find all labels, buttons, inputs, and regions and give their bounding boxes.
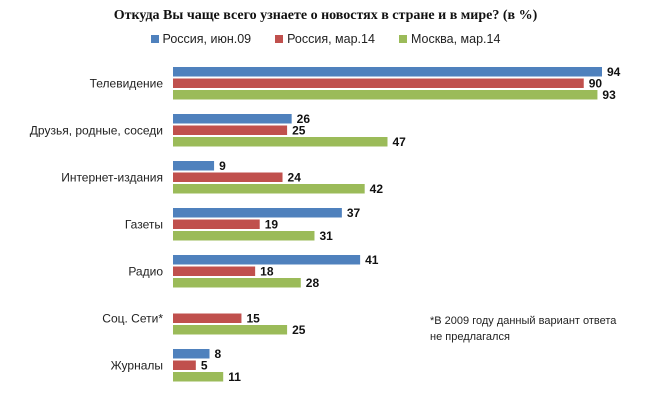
data-label: 18	[260, 265, 274, 279]
data-label: 93	[602, 88, 616, 102]
bar	[173, 114, 292, 124]
bar	[173, 372, 224, 382]
data-label: 47	[393, 135, 407, 149]
legend-item: Москва, мар.14	[398, 32, 501, 46]
data-label: 19	[265, 218, 279, 232]
bar	[173, 184, 365, 194]
data-label: 25	[292, 124, 306, 138]
bar	[173, 78, 584, 88]
bar	[173, 90, 598, 100]
category-label: Журналы	[111, 358, 163, 372]
data-label: 26	[297, 112, 311, 126]
legend-swatch	[275, 35, 284, 43]
data-label: 9	[219, 159, 226, 173]
data-label: 8	[215, 347, 222, 361]
category-label: Интернет-издания	[61, 170, 163, 184]
legend-label: Россия, июн.09	[162, 32, 252, 46]
bar	[173, 208, 342, 218]
bar	[173, 255, 361, 265]
data-label: 25	[292, 323, 306, 337]
legend-label: Москва, мар.14	[410, 32, 501, 46]
legend-swatch	[150, 35, 159, 43]
legend-item: Россия, мар.14	[275, 32, 375, 46]
legend-item: Россия, июн.09	[150, 32, 252, 46]
bar	[173, 349, 210, 359]
data-label: 5	[201, 359, 208, 373]
data-label: 90	[589, 77, 603, 91]
data-label: 15	[246, 312, 260, 326]
data-label: 94	[607, 65, 621, 79]
bar	[173, 161, 215, 171]
footnote-line-2: не предлагался	[430, 331, 510, 343]
bar	[173, 137, 388, 147]
bar	[173, 266, 256, 276]
bar	[173, 313, 242, 323]
legend-label: Россия, мар.14	[287, 32, 375, 46]
category-label: Телевидение	[90, 76, 164, 90]
data-label: 31	[319, 229, 333, 243]
bar	[173, 67, 602, 77]
category-label: Соц. Сети*	[102, 311, 163, 325]
bar	[173, 360, 196, 370]
bar	[173, 172, 283, 182]
data-label: 42	[370, 182, 384, 196]
category-label: Друзья, родные, соседи	[30, 123, 163, 137]
category-label: Газеты	[125, 217, 163, 231]
data-label: 41	[365, 253, 379, 267]
bar	[173, 278, 301, 288]
chart-title: Откуда Вы чаще всего узнаете о новостях …	[113, 8, 538, 23]
bar	[173, 231, 315, 241]
footnote: *В 2009 году данный вариант ответа не пр…	[430, 313, 616, 345]
category-label: Радио	[128, 264, 163, 278]
bar	[173, 325, 288, 335]
data-label: 37	[347, 206, 361, 220]
data-label: 11	[228, 370, 241, 384]
bar	[173, 219, 260, 229]
legend-swatch	[398, 35, 407, 43]
data-label: 28	[306, 276, 320, 290]
bar	[173, 125, 288, 135]
data-label: 24	[288, 171, 302, 185]
legend: Россия, июн.09 Россия, мар.14 Москва, мар.…	[0, 32, 651, 46]
footnote-line-1: *В 2009 году данный вариант ответа	[430, 315, 617, 327]
